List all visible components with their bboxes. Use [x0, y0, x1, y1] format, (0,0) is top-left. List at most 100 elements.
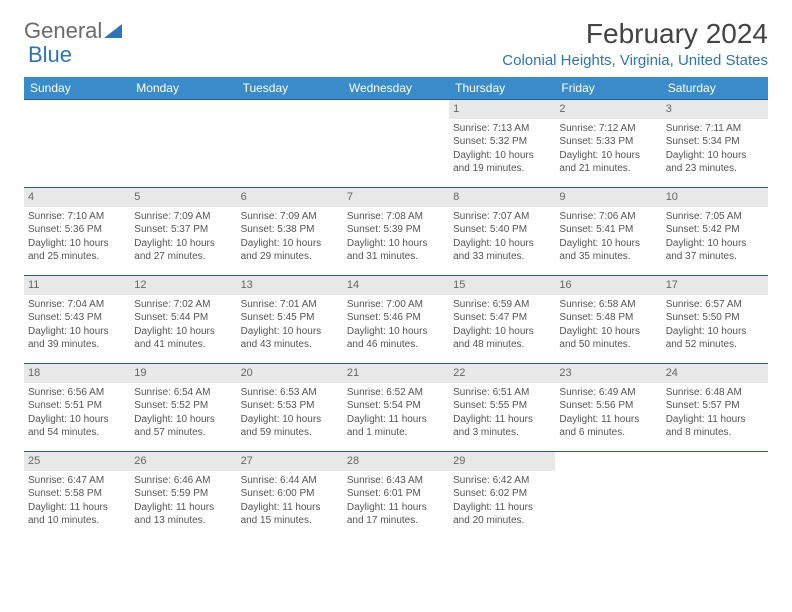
calendar-table: SundayMondayTuesdayWednesdayThursdayFrid… — [24, 77, 768, 540]
sunset-text: Sunset: 5:51 PM — [28, 399, 126, 413]
sunset-text: Sunset: 5:57 PM — [666, 399, 764, 413]
calendar-cell: 18Sunrise: 6:56 AMSunset: 5:51 PMDayligh… — [24, 364, 130, 452]
daylight-text: Daylight: 10 hours and 23 minutes. — [666, 149, 764, 176]
sunrise-text: Sunrise: 6:46 AM — [134, 474, 232, 488]
sunset-text: Sunset: 5:56 PM — [559, 399, 657, 413]
day-number: 14 — [343, 276, 449, 295]
sunset-text: Sunset: 5:45 PM — [241, 311, 339, 325]
daylight-text: Daylight: 10 hours and 29 minutes. — [241, 237, 339, 264]
calendar-header-row: SundayMondayTuesdayWednesdayThursdayFrid… — [24, 77, 768, 100]
sunrise-text: Sunrise: 6:57 AM — [666, 298, 764, 312]
sunset-text: Sunset: 5:32 PM — [453, 135, 551, 149]
sunset-text: Sunset: 6:02 PM — [453, 487, 551, 501]
day-number: 7 — [343, 188, 449, 207]
calendar-cell: 9Sunrise: 7:06 AMSunset: 5:41 PMDaylight… — [555, 188, 661, 276]
sunset-text: Sunset: 5:58 PM — [28, 487, 126, 501]
daylight-text: Daylight: 11 hours and 8 minutes. — [666, 413, 764, 440]
sunset-text: Sunset: 6:01 PM — [347, 487, 445, 501]
calendar-cell: 15Sunrise: 6:59 AMSunset: 5:47 PMDayligh… — [449, 276, 555, 364]
day-header: Friday — [555, 77, 661, 100]
location-text: Colonial Heights, Virginia, United State… — [502, 52, 768, 69]
day-number: 10 — [662, 188, 768, 207]
logo-triangle-icon — [104, 24, 122, 38]
sunset-text: Sunset: 5:55 PM — [453, 399, 551, 413]
header: General February 2024 Colonial Heights, … — [24, 18, 768, 69]
logo-text-2: Blue — [28, 42, 72, 68]
daylight-text: Daylight: 11 hours and 6 minutes. — [559, 413, 657, 440]
calendar-cell: 25Sunrise: 6:47 AMSunset: 5:58 PMDayligh… — [24, 452, 130, 540]
calendar-week-row: 4Sunrise: 7:10 AMSunset: 5:36 PMDaylight… — [24, 188, 768, 276]
day-number: 25 — [24, 452, 130, 471]
sunset-text: Sunset: 5:59 PM — [134, 487, 232, 501]
sunset-text: Sunset: 5:36 PM — [28, 223, 126, 237]
sunrise-text: Sunrise: 6:44 AM — [241, 474, 339, 488]
daylight-text: Daylight: 11 hours and 20 minutes. — [453, 501, 551, 528]
day-number: 9 — [555, 188, 661, 207]
sunrise-text: Sunrise: 7:09 AM — [134, 210, 232, 224]
title-block: February 2024 Colonial Heights, Virginia… — [502, 18, 768, 69]
calendar-week-row: 18Sunrise: 6:56 AMSunset: 5:51 PMDayligh… — [24, 364, 768, 452]
day-number: 24 — [662, 364, 768, 383]
day-number: 12 — [130, 276, 236, 295]
calendar-cell: 29Sunrise: 6:42 AMSunset: 6:02 PMDayligh… — [449, 452, 555, 540]
calendar-cell — [237, 100, 343, 188]
logo-text-1: General — [24, 18, 102, 44]
calendar-cell: 17Sunrise: 6:57 AMSunset: 5:50 PMDayligh… — [662, 276, 768, 364]
sunset-text: Sunset: 5:40 PM — [453, 223, 551, 237]
sunset-text: Sunset: 5:46 PM — [347, 311, 445, 325]
sunrise-text: Sunrise: 7:11 AM — [666, 122, 764, 136]
logo: General — [24, 18, 122, 44]
day-header: Monday — [130, 77, 236, 100]
calendar-cell: 28Sunrise: 6:43 AMSunset: 6:01 PMDayligh… — [343, 452, 449, 540]
daylight-text: Daylight: 10 hours and 48 minutes. — [453, 325, 551, 352]
sunrise-text: Sunrise: 6:56 AM — [28, 386, 126, 400]
daylight-text: Daylight: 10 hours and 52 minutes. — [666, 325, 764, 352]
sunset-text: Sunset: 5:37 PM — [134, 223, 232, 237]
daylight-text: Daylight: 10 hours and 37 minutes. — [666, 237, 764, 264]
day-number: 27 — [237, 452, 343, 471]
daylight-text: Daylight: 10 hours and 50 minutes. — [559, 325, 657, 352]
sunrise-text: Sunrise: 6:47 AM — [28, 474, 126, 488]
daylight-text: Daylight: 10 hours and 39 minutes. — [28, 325, 126, 352]
daylight-text: Daylight: 11 hours and 3 minutes. — [453, 413, 551, 440]
calendar-cell: 10 Sunrise: 7:05 AMSunset: 5:42 PMDayligh… — [662, 188, 768, 276]
daylight-text: Daylight: 10 hours and 25 minutes. — [28, 237, 126, 264]
sunrise-text: Sunrise: 6:49 AM — [559, 386, 657, 400]
sunset-text: Sunset: 5:42 PM — [666, 223, 764, 237]
day-number: 3 — [662, 100, 768, 119]
calendar-cell: 1Sunrise: 7:13 AMSunset: 5:32 PMDaylight… — [449, 100, 555, 188]
calendar-cell: 5 Sunrise: 7:09 AMSunset: 5:37 PMDaylight… — [130, 188, 236, 276]
calendar-week-row: 1Sunrise: 7:13 AMSunset: 5:32 PMDaylight… — [24, 100, 768, 188]
calendar-cell: 21Sunrise: 6:52 AMSunset: 5:54 PMDayligh… — [343, 364, 449, 452]
calendar-week-row: 25 Sunrise: 6:47 AMSunset: 5:58 PM Dayligh… — [24, 452, 768, 540]
day-number: 6 — [237, 188, 343, 207]
day-header: Wednesday — [343, 77, 449, 100]
daylight-text: Daylight: 10 hours and 21 minutes. — [559, 149, 657, 176]
day-number: 5 — [130, 188, 236, 207]
calendar-cell: 12Sunrise: 7:02 AMSunset: 5:44 PMDayligh… — [130, 276, 236, 364]
calendar-cell: 14Sunrise: 7:00 AMSunset: 5:46 PMDayligh… — [343, 276, 449, 364]
day-number: 29 — [449, 452, 555, 471]
sunrise-text: Sunrise: 6:43 AM — [347, 474, 445, 488]
day-header: Sunday — [24, 77, 130, 100]
calendar-cell: 7Sunrise: 7:08 AMSunset: 5:39 PMDaylight… — [343, 188, 449, 276]
day-number: 1 — [449, 100, 555, 119]
daylight-text: Daylight: 10 hours and 27 minutes. — [134, 237, 232, 264]
sunset-text: Sunset: 5:41 PM — [559, 223, 657, 237]
daylight-text: Daylight: 11 hours and 15 minutes. — [241, 501, 339, 528]
calendar-cell: 22Sunrise: 6:51 AMSunset: 5:55 PMDayligh… — [449, 364, 555, 452]
calendar-cell — [555, 452, 661, 540]
day-number: 19 — [130, 364, 236, 383]
daylight-text: Daylight: 10 hours and 41 minutes. — [134, 325, 232, 352]
day-number: 20 — [237, 364, 343, 383]
day-number: 23 — [555, 364, 661, 383]
day-number: 28 — [343, 452, 449, 471]
sunrise-text: Sunrise: 7:05 AM — [666, 210, 764, 224]
daylight-text: Daylight: 10 hours and 19 minutes. — [453, 149, 551, 176]
sunrise-text: Sunrise: 7:08 AM — [347, 210, 445, 224]
sunset-text: Sunset: 5:54 PM — [347, 399, 445, 413]
day-number: 17 — [662, 276, 768, 295]
day-header: Thursday — [449, 77, 555, 100]
day-number: 11 — [24, 276, 130, 295]
sunrise-text: Sunrise: 6:48 AM — [666, 386, 764, 400]
